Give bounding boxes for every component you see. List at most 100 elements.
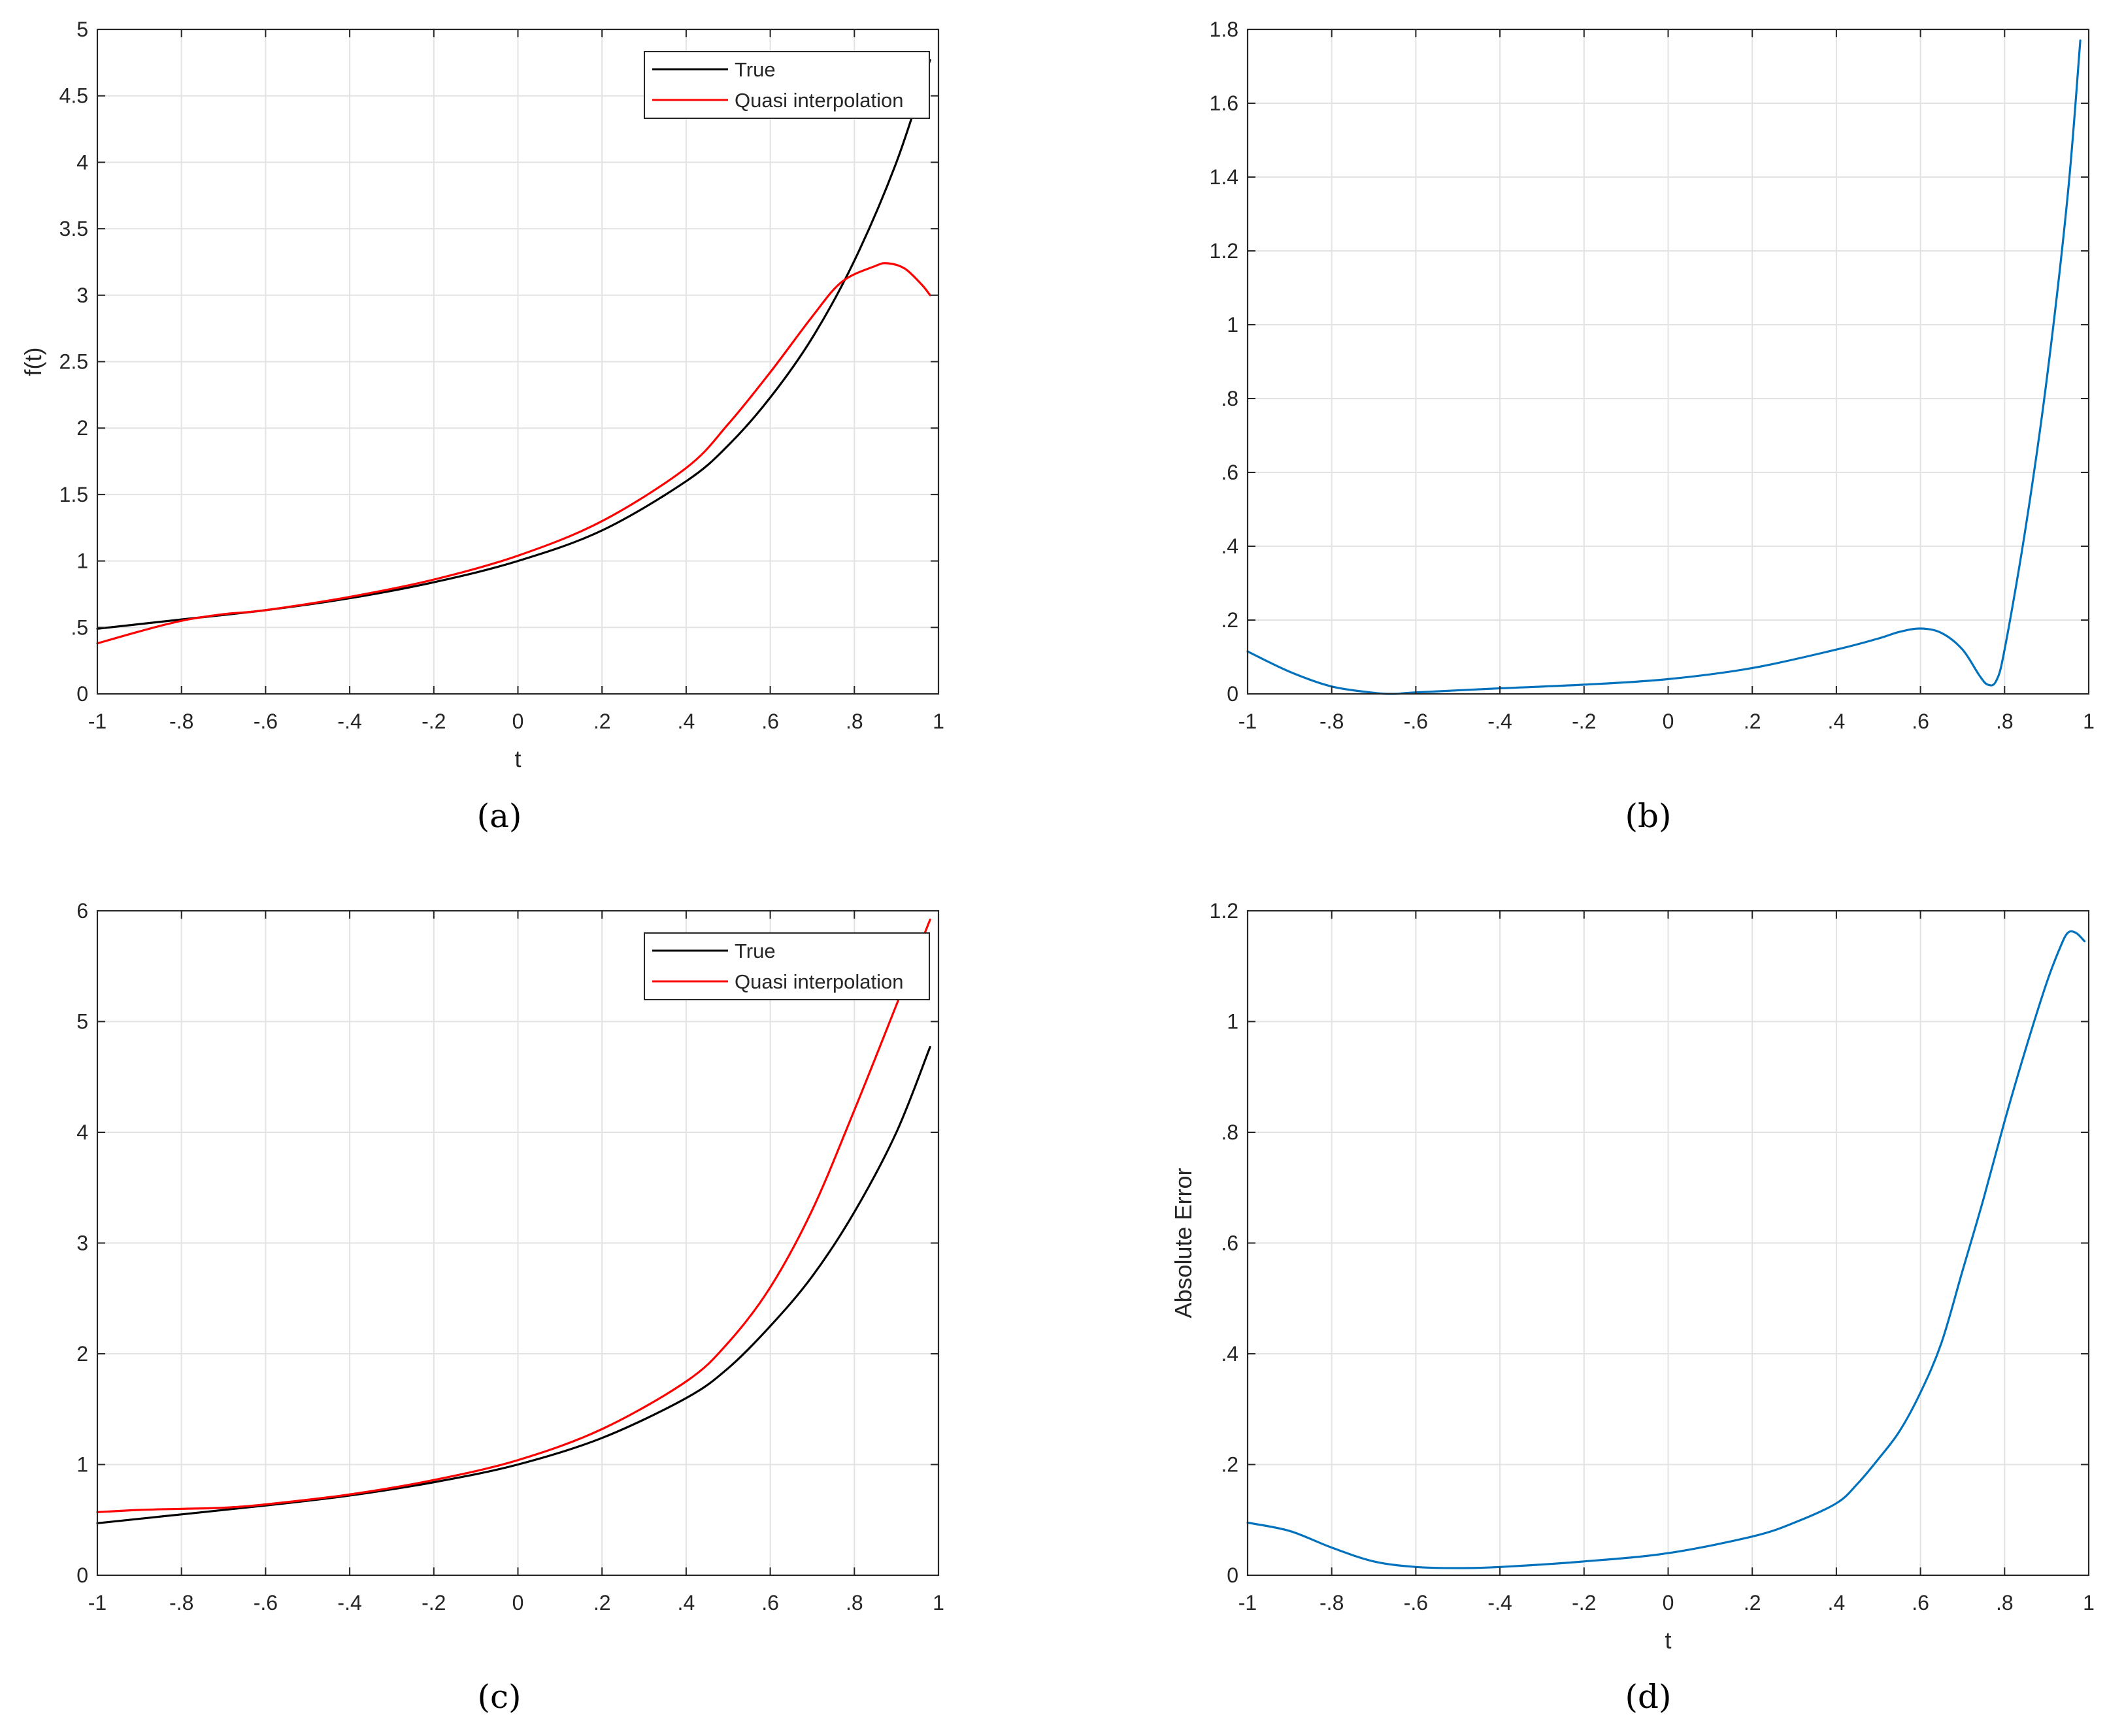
series-line-quasi-interpolation (96, 262, 931, 645)
caption-d: (d) (1625, 1678, 1672, 1716)
x-tick-label: -1 (1238, 1591, 1257, 1614)
x-tick-label: 0 (512, 1591, 524, 1614)
x-tick-label: 1 (933, 1591, 944, 1614)
x-tick-label: -.2 (1572, 1591, 1596, 1614)
x-tick-label: -.8 (1319, 1591, 1344, 1614)
series-line-error (1246, 930, 2086, 1569)
y-tick-label: 1.8 (1210, 18, 1238, 41)
legend: True Quasi interpolation (644, 932, 930, 1000)
panel-a: -1 -.8 -.6 -.4 -.2 0 .2 .4 .6 .8 1 0 .5 1 1.5 2 2.5 3 3.5 4… (20, 18, 944, 772)
x-tick-label: -.4 (337, 710, 361, 733)
x-tick-label: -1 (1238, 710, 1257, 733)
x-tick-label: .6 (761, 1591, 779, 1614)
legend-label-quasi-interpolation: Quasi interpolation (735, 970, 904, 993)
y-tick-label: 2 (76, 416, 88, 440)
caption-a: (a) (476, 797, 522, 835)
legend-label-quasi-interpolation: Quasi interpolation (735, 89, 904, 112)
ticks: -1 -.8 -.6 -.4 -.2 0 .2 .4 .6 .8 1 0 1 2 3 4 5 6 (76, 899, 944, 1614)
y-tick-label: 1 (76, 1453, 88, 1477)
x-tick-label: .2 (1744, 710, 1761, 733)
x-tick-label: .8 (1996, 1591, 2014, 1614)
y-tick-label: 6 (76, 899, 88, 923)
y-tick-label: 2 (76, 1342, 88, 1366)
y-tick-label: 3 (76, 1232, 88, 1255)
x-tick-label: .2 (1744, 1591, 1761, 1614)
y-tick-label: 3.5 (59, 217, 88, 240)
x-tick-label: 0 (1663, 710, 1674, 733)
ticks: -1 -.8 -.6 -.4 -.2 0 .2 .4 .6 .8 1 0 .2 .4 .6 .8 1 1.2 (1210, 899, 2095, 1614)
x-tick-label: .6 (1912, 1591, 1929, 1614)
x-tick-label: -.2 (422, 1591, 446, 1614)
y-axis-label: Absolute Error (1170, 1168, 1197, 1318)
y-tick-label: .6 (1221, 1232, 1238, 1255)
y-tick-label: 4 (76, 1121, 88, 1144)
x-tick-label: -.6 (254, 1591, 278, 1614)
x-tick-label: .6 (1912, 710, 1929, 733)
x-tick-label: -.2 (422, 710, 446, 733)
panel-d: -1 -.8 -.6 -.4 -.2 0 .2 .4 .6 .8 1 0 .2 .4 .6 .8 1 1.2 t Ab… (1170, 899, 2095, 1654)
x-tick-label: -.2 (1572, 710, 1596, 733)
ticks: -1 -.8 -.6 -.4 -.2 0 .2 .4 .6 .8 1 0 .2 .4 .6 .8 1 1.2 1.4… (1210, 18, 2095, 733)
x-tick-label: .6 (761, 710, 779, 733)
series-line-quasi-interpolation (96, 918, 931, 1513)
y-tick-label: 5 (76, 1010, 88, 1034)
y-tick-label: .4 (1221, 534, 1238, 558)
x-tick-label: -.6 (254, 710, 278, 733)
x-tick-label: .4 (1828, 1591, 1846, 1614)
y-tick-label: 1.2 (1210, 899, 1238, 923)
x-tick-label: .4 (678, 1591, 695, 1614)
x-tick-label: .4 (1828, 710, 1846, 733)
legend-label-true: True (735, 58, 776, 81)
series-line-true (96, 1045, 931, 1524)
y-tick-label: 1.5 (59, 483, 88, 506)
legend-box (644, 51, 930, 119)
legend: True Quasi interpolation (644, 51, 930, 119)
x-tick-label: 1 (2083, 1591, 2095, 1614)
y-tick-label: 4.5 (59, 84, 88, 108)
y-tick-label: .6 (1221, 461, 1238, 484)
x-tick-label: -.6 (1404, 710, 1428, 733)
x-tick-label: -1 (88, 1591, 107, 1614)
x-tick-label: -.6 (1404, 1591, 1428, 1614)
x-tick-label: -1 (88, 710, 107, 733)
legend-label-true: True (735, 940, 776, 962)
y-tick-label: 1 (1227, 313, 1238, 336)
y-tick-label: .2 (1221, 608, 1238, 632)
y-tick-label: 1 (1227, 1010, 1238, 1034)
y-tick-label: .8 (1221, 387, 1238, 410)
y-tick-label: 0 (1227, 682, 1238, 706)
x-axis-label: t (1665, 1627, 1671, 1654)
grid (1248, 29, 2089, 694)
x-tick-label: .8 (846, 1591, 863, 1614)
x-tick-label: -.4 (1487, 710, 1512, 733)
y-tick-label: 3 (76, 284, 88, 307)
caption-b: (b) (1625, 797, 1672, 835)
y-tick-label: 4 (76, 150, 88, 174)
x-tick-label: .8 (1996, 710, 2014, 733)
x-tick-label: -.4 (1487, 1591, 1512, 1614)
x-tick-label: -.4 (337, 1591, 361, 1614)
y-tick-label: 0 (76, 1564, 88, 1587)
y-tick-label: 0 (1227, 1564, 1238, 1587)
x-tick-label: -.8 (1319, 710, 1344, 733)
x-tick-label: .2 (593, 1591, 611, 1614)
y-axis-label: f(t) (20, 348, 46, 376)
x-tick-label: .2 (593, 710, 611, 733)
x-tick-label: 0 (1663, 1591, 1674, 1614)
x-tick-label: 1 (2083, 710, 2095, 733)
x-axis-label: t (514, 745, 521, 772)
x-tick-label: -.8 (169, 1591, 193, 1614)
panel-c: -1 -.8 -.6 -.4 -.2 0 .2 .4 .6 .8 1 0 1 2 3 4 5 6 True Quasi… (76, 899, 944, 1614)
panel-b: -1 -.8 -.6 -.4 -.2 0 .2 .4 .6 .8 1 0 .2 .4 .6 .8 1 1.2 1.4… (1210, 18, 2095, 733)
y-tick-label: 1 (76, 549, 88, 573)
legend-box (644, 932, 930, 1000)
y-tick-label: 1.4 (1210, 165, 1238, 189)
x-tick-label: -.8 (169, 710, 193, 733)
caption-c: (c) (477, 1678, 522, 1716)
ticks: -1 -.8 -.6 -.4 -.2 0 .2 .4 .6 .8 1 0 .5 1 1.5 2 2.5 3 3.5 4… (59, 18, 944, 733)
x-tick-label: 1 (933, 710, 944, 733)
y-tick-label: 1.6 (1210, 91, 1238, 115)
x-tick-label: .4 (678, 710, 695, 733)
y-tick-label: .2 (1221, 1453, 1238, 1477)
